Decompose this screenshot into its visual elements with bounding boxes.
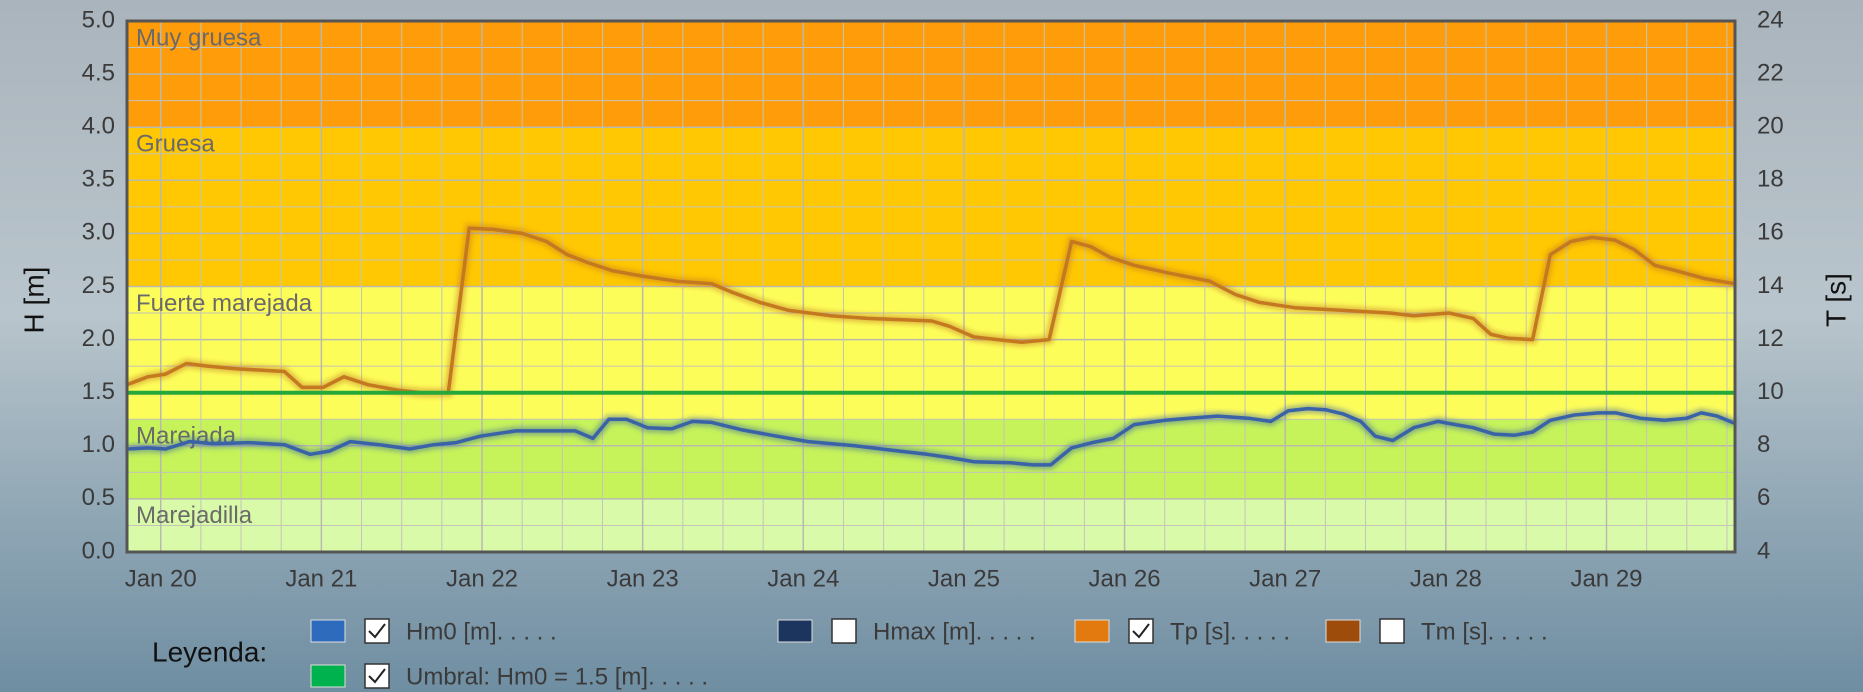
x-tick-label: Jan 22: [446, 565, 518, 592]
y2-tick-label: 18: [1757, 166, 1784, 193]
y2-tick-label: 10: [1757, 378, 1784, 405]
legend-item[interactable]: Tp [s]. . . . .: [1075, 618, 1290, 645]
y2-tick-label: 22: [1757, 59, 1784, 86]
x-tick-label: Jan 23: [607, 565, 679, 592]
y-tick-label: 2.5: [82, 272, 115, 299]
x-tick-label: Jan 21: [285, 565, 357, 592]
x-tick-label: Jan 25: [928, 565, 1000, 592]
legend-swatch: [1326, 620, 1360, 642]
x-tick-label: Jan 29: [1570, 565, 1642, 592]
band-label: Marejadilla: [136, 502, 253, 529]
y2-tick-label: 14: [1757, 272, 1784, 299]
band: [127, 287, 1735, 420]
legend-swatch: [778, 620, 812, 642]
legend-checkbox[interactable]: [1380, 619, 1404, 643]
legend-item[interactable]: Umbral: Hm0 = 1.5 [m]. . . . .: [311, 663, 708, 690]
legend-label: Tm [s]. . . . .: [1421, 618, 1548, 645]
x-tick-label: Jan 27: [1249, 565, 1321, 592]
band-label: Gruesa: [136, 131, 215, 158]
grid: [127, 21, 1735, 552]
y-tick-label: 5.0: [82, 6, 115, 33]
y2-tick-label: 16: [1757, 219, 1784, 246]
y2-tick-label: 12: [1757, 325, 1784, 352]
y2-tick-label: 24: [1757, 6, 1784, 33]
x-tick-label: Jan 26: [1089, 565, 1161, 592]
legend-item[interactable]: Tm [s]. . . . .: [1326, 618, 1548, 645]
chart: H [m] T [s] Leyenda: MarejadillaMarejada…: [0, 0, 1863, 692]
page: {"chart_data": { "type": "line", "ylabel…: [0, 0, 1863, 692]
y-tick-label: 3.0: [82, 219, 115, 246]
y-tick-label: 1.0: [82, 431, 115, 458]
y-tick-label: 0.0: [82, 537, 115, 564]
legend-swatch: [311, 620, 345, 642]
legend-checkbox[interactable]: [832, 619, 856, 643]
y-tick-label: 2.0: [82, 325, 115, 352]
x-tick-label: Jan 28: [1410, 565, 1482, 592]
legend-checkbox[interactable]: [365, 619, 389, 643]
legend-title: Leyenda:: [152, 636, 267, 667]
legend-checkbox[interactable]: [365, 664, 389, 688]
legend-swatch: [311, 665, 345, 687]
x-tick-label: Jan 20: [125, 565, 197, 592]
y2-tick-label: 20: [1757, 113, 1784, 140]
y-tick-label: 3.5: [82, 166, 115, 193]
y2-axis-title: T [s]: [1820, 273, 1851, 327]
y2-tick-label: 8: [1757, 431, 1770, 458]
y-axis-title: H [m]: [18, 267, 49, 334]
y2-tick-label: 6: [1757, 484, 1770, 511]
legend-checkbox[interactable]: [1129, 619, 1153, 643]
legend-label: Hm0 [m]. . . . .: [406, 618, 557, 645]
legend-label: Tp [s]. . . . .: [1170, 618, 1290, 645]
legend-swatch: [1075, 620, 1109, 642]
y2-tick-label: 4: [1757, 537, 1770, 564]
y-tick-label: 4.0: [82, 113, 115, 140]
y-tick-label: 4.5: [82, 59, 115, 86]
legend-label: Hmax [m]. . . . .: [873, 618, 1036, 645]
band-label: Muy gruesa: [136, 24, 262, 51]
y-tick-label: 1.5: [82, 378, 115, 405]
y-tick-label: 0.5: [82, 484, 115, 511]
band-label: Fuerte marejada: [136, 290, 313, 317]
x-tick-label: Jan 24: [767, 565, 839, 592]
legend-label: Umbral: Hm0 = 1.5 [m]. . . . .: [406, 663, 708, 690]
